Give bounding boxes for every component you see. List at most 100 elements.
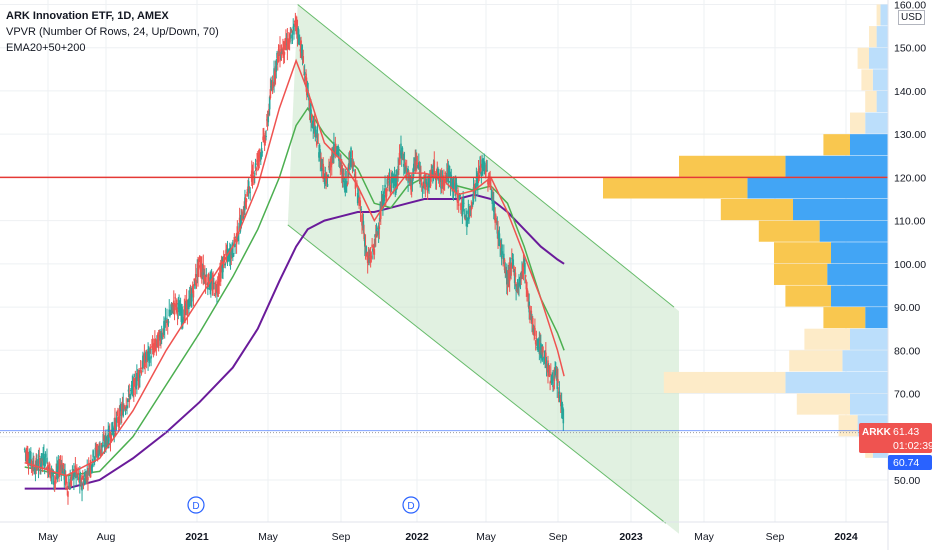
candle-body (168, 309, 171, 317)
candle-body (308, 94, 310, 101)
y-tick-label: 160.00 (894, 0, 926, 11)
channel-fill[interactable] (287, 4, 679, 534)
last-price-label[interactable]: ARKK 61.43 01:02:39 (859, 423, 932, 453)
candle-body (158, 330, 161, 335)
candle-body (384, 184, 386, 188)
candle-body (333, 142, 335, 158)
candle-body (312, 121, 315, 129)
candle-body (269, 89, 272, 98)
candle-body (82, 480, 85, 486)
candle-body (429, 173, 432, 187)
candle-body (493, 212, 496, 217)
candle-body (134, 377, 137, 387)
candle-body (374, 233, 377, 238)
second-price-label[interactable]: 60.74 (888, 455, 932, 470)
candle-body (552, 386, 555, 387)
candle-body (151, 343, 154, 350)
candle-body (224, 263, 227, 266)
x-tick-label: 2023 (619, 531, 643, 543)
candle-body (94, 447, 97, 457)
candle-body (216, 281, 219, 293)
candle-body (342, 168, 344, 183)
candle-body (458, 193, 461, 201)
candle-body (418, 162, 420, 167)
candle-body (143, 353, 146, 369)
dividend-label: D (192, 501, 199, 512)
vp-down-bar (789, 350, 843, 372)
ema200-line[interactable] (24, 193, 565, 490)
candle-body (417, 165, 419, 168)
candle-body (129, 394, 131, 399)
candle-body (62, 463, 65, 472)
candle-body (459, 194, 461, 197)
dividend-marker[interactable]: D (402, 496, 420, 514)
candle-body (159, 334, 161, 341)
candle-body (408, 172, 410, 176)
candle-body (83, 478, 86, 484)
candle-body (442, 182, 444, 187)
candle-body (91, 464, 94, 468)
y-tick-label: 70.00 (894, 389, 920, 401)
candle-body (345, 181, 348, 187)
candle-body (535, 338, 538, 340)
indicator-vpvr[interactable]: VPVR (Number Of Rows, 24, Up/Down, 70) (6, 26, 219, 38)
candle-body (155, 344, 158, 346)
candle-body (524, 262, 526, 274)
vp-down-bar (861, 69, 873, 91)
channel-upper-line[interactable] (297, 4, 675, 308)
candle-body (98, 444, 100, 447)
candle-body (173, 303, 176, 311)
candle-body (503, 253, 505, 261)
ema50-line[interactable] (24, 106, 565, 477)
candle-body (480, 172, 483, 177)
candle-body (426, 185, 429, 193)
candle-body (439, 172, 441, 174)
candle-body (87, 477, 89, 480)
candle-body (46, 457, 48, 463)
candle-body (139, 368, 142, 370)
candle-body (359, 197, 361, 203)
candle-body (413, 163, 415, 172)
candle-body (397, 166, 399, 175)
currency-label[interactable]: USD (898, 10, 926, 25)
vp-up-bar (850, 328, 888, 350)
candle-body (219, 268, 222, 282)
candle-body (471, 203, 473, 209)
candle-body (479, 163, 482, 174)
candle-body (543, 359, 546, 362)
vp-up-bar (872, 69, 888, 91)
candle-body (57, 461, 60, 470)
candle-body (538, 339, 541, 354)
price-symbol: ARKK (862, 427, 892, 438)
dividend-marker[interactable]: D (187, 496, 205, 514)
candle-body (534, 340, 537, 345)
candle-body (331, 154, 334, 159)
channel-lower-line[interactable] (287, 224, 667, 524)
candle-body (348, 163, 350, 175)
candle-body (491, 195, 494, 204)
candle-body (176, 310, 179, 316)
candle-body (147, 349, 149, 361)
candle-body (197, 262, 199, 277)
vp-up-bar (827, 263, 888, 285)
indicator-ema[interactable]: EMA20+50+200 (6, 42, 86, 54)
candle-body (102, 441, 104, 447)
candle-body (494, 215, 496, 223)
candle-body (388, 179, 391, 186)
candle-body (562, 409, 565, 424)
candle-body (145, 358, 148, 360)
candle-body (484, 171, 487, 177)
candle-body (383, 194, 386, 202)
candle-body (164, 317, 167, 327)
candle-body (150, 355, 152, 359)
candle-body (23, 448, 26, 450)
candle-body (102, 436, 105, 440)
candle-body (43, 453, 45, 466)
candle-body (265, 136, 267, 137)
candle-body (260, 153, 262, 158)
ema20-line[interactable] (24, 58, 565, 477)
candle-body (144, 361, 146, 368)
candle-body (245, 198, 248, 203)
